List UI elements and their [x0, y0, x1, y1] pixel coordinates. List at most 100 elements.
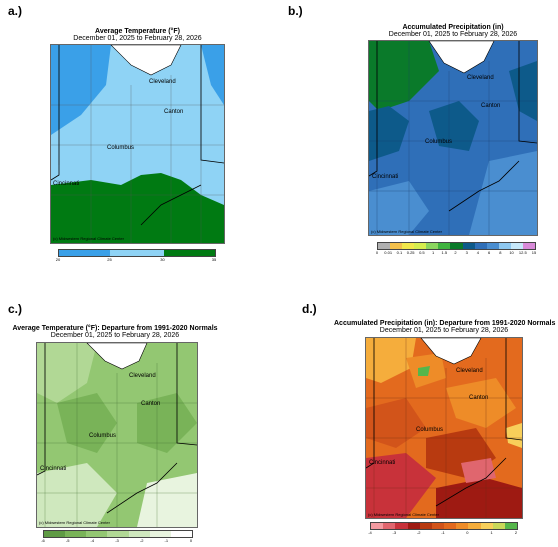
legend-tick: 25: [107, 257, 112, 262]
legend-swatch: [163, 250, 215, 256]
legend-tick: 0: [466, 530, 469, 535]
legend-tick: 35: [211, 257, 217, 262]
legend-tick: -5: [65, 538, 70, 543]
city-label-canton: Canton: [141, 401, 161, 407]
color-legend: [58, 249, 216, 257]
legend-swatch: [486, 243, 499, 249]
legend-ticks: 0 0.01 0.1 0.25 0.5 1 1.5 2 3 4 6 8 10 12.5 15: [375, 250, 537, 256]
legend-swatch: [438, 243, 451, 249]
panel-label: b.): [288, 4, 303, 18]
legend-swatch: [419, 523, 432, 529]
map-subtitle: December 01, 2025 to February 28, 2026: [388, 31, 518, 38]
credit-text: (c) Midwestern Regional Climate Center: [39, 520, 110, 525]
legend-ticks: 20 25 30 35: [55, 257, 217, 263]
legend-swatch: [450, 243, 463, 249]
legend-tick: -3: [115, 538, 119, 543]
legend-tick: -4: [368, 530, 372, 535]
map-subtitle: December 01, 2025 to February 28, 2026: [379, 327, 509, 334]
legend-swatch: [390, 243, 403, 249]
legend-swatch: [414, 243, 427, 249]
legend-tick: 2: [514, 530, 518, 535]
legend-swatch: [378, 243, 391, 249]
panel-label: c.): [8, 302, 23, 316]
legend-swatch: [170, 531, 192, 537]
legend-swatch: [86, 531, 108, 537]
legend-tick: -3: [392, 530, 397, 535]
legend-tick: 0.5: [419, 250, 425, 255]
city-label-columbus: Columbus: [107, 145, 135, 151]
credit-text: (c) Midwestern Regional Climate Center: [53, 236, 124, 241]
legend-tick: 1.5: [441, 250, 448, 255]
city-label-columbus: Columbus: [425, 139, 453, 145]
legend-swatch: [65, 531, 87, 537]
legend-swatch: [395, 523, 408, 529]
legend-tick: -2: [416, 530, 421, 535]
legend-swatch: [402, 243, 415, 249]
legend-swatch: [522, 243, 536, 249]
color-legend: [43, 530, 193, 538]
legend-swatch: [504, 523, 518, 529]
legend-swatch: [107, 531, 129, 537]
city-label-columbus: Columbus: [89, 433, 117, 439]
panel-label: d.): [302, 302, 317, 316]
city-label-canton: Canton: [481, 103, 501, 109]
legend-tick: 0.25: [406, 250, 415, 255]
precipitation-map: Cleveland Canton Columbus Cincinnati (c)…: [368, 40, 538, 236]
city-label-cleveland: Cleveland: [467, 75, 494, 81]
legend-swatch: [44, 531, 66, 537]
legend-swatch: [59, 250, 111, 256]
map-title: Average Temperature (°F): Departure from…: [12, 325, 218, 332]
legend-tick: 4: [476, 250, 480, 255]
panel-label: a.): [8, 4, 23, 18]
city-label-canton: Canton: [469, 395, 489, 401]
city-label-cincinnati: Cincinnati: [372, 174, 399, 180]
city-label-cleveland: Cleveland: [129, 373, 156, 379]
city-label-cincinnati: Cincinnati: [369, 460, 396, 466]
legend-swatch: [371, 523, 384, 529]
legend-tick: 15: [531, 250, 537, 255]
legend-tick: -6: [41, 538, 45, 543]
temperature-departure-map: Cleveland Canton Columbus Cincinnati (c)…: [36, 342, 198, 528]
legend-tick: 3: [465, 250, 468, 255]
legend-tick: 6: [488, 250, 491, 255]
city-label-cleveland: Cleveland: [456, 368, 483, 374]
legend-tick: 20: [55, 257, 61, 262]
legend-swatch: [128, 531, 150, 537]
legend-tick: 0: [189, 538, 193, 543]
city-label-cincinnati: Cincinnati: [40, 466, 67, 472]
legend-swatch: [431, 523, 445, 529]
map-subtitle: December 01, 2025 to February 28, 2026: [73, 35, 202, 42]
legend-tick: 30: [160, 257, 165, 262]
map-title: Average Temperature (°F): [95, 28, 180, 35]
legend-tick: 0: [375, 250, 379, 255]
legend-ticks: -6 -5 -4 -3 -2 -1 0: [41, 538, 193, 544]
legend-tick: 1: [490, 530, 493, 535]
map-title: Accumulated Precipitation (in): [402, 24, 504, 31]
city-label-columbus: Columbus: [416, 427, 444, 433]
legend-tick: 0.01: [384, 250, 393, 255]
city-label-cleveland: Cleveland: [149, 79, 176, 85]
color-legend: [370, 522, 518, 530]
legend-swatch: [480, 523, 493, 529]
legend-tick: 1: [431, 250, 435, 255]
city-label-canton: Canton: [164, 109, 184, 115]
color-legend: [377, 242, 536, 250]
city-label-cincinnati: Cincinnati: [53, 181, 80, 187]
legend-swatch: [510, 243, 523, 249]
legend-tick: 2: [454, 250, 457, 255]
legend-tick: 8: [499, 250, 502, 255]
precipitation-departure-map: Cleveland Canton Columbus Cincinnati (c)…: [365, 337, 523, 519]
legend-swatch: [492, 523, 505, 529]
legend-swatch: [498, 243, 511, 249]
legend-swatch: [407, 523, 420, 529]
map-title: Accumulated Precipitation (in): Departur…: [334, 320, 556, 327]
legend-swatch: [462, 243, 475, 249]
legend-swatch: [426, 243, 439, 249]
legend-tick: 10: [509, 250, 514, 255]
legend-swatch: [468, 523, 481, 529]
legend-tick: -1: [164, 538, 169, 543]
credit-text: (c) Midwestern Regional Climate Center: [371, 229, 442, 234]
legend-swatch: [456, 523, 469, 529]
temperature-map: Cleveland Canton Columbus Cincinnati (c)…: [50, 44, 225, 244]
legend-swatch: [110, 250, 164, 256]
